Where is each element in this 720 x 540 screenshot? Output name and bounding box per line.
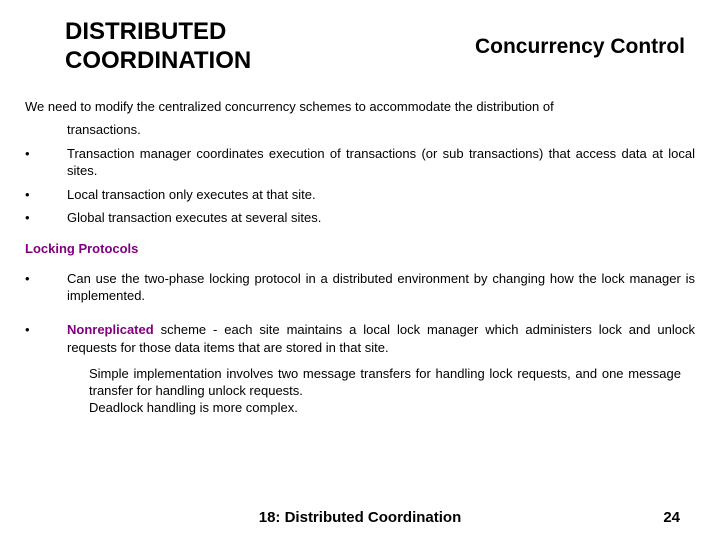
intro-text: We need to modify the centralized concur…	[25, 98, 695, 116]
bullet-item: • Local transaction only executes at tha…	[25, 186, 695, 204]
bullet-item: • Transaction manager coordinates execut…	[25, 145, 695, 180]
slide-header: DISTRIBUTED COORDINATION Concurrency Con…	[25, 18, 695, 76]
intro-line: We need to modify the centralized concur…	[25, 99, 554, 114]
bullet-mark: •	[25, 209, 67, 227]
bullet-text: Can use the two-phase locking protocol i…	[67, 270, 695, 305]
title-right: Concurrency Control	[475, 35, 685, 59]
bullet-mark: •	[25, 321, 67, 356]
bullet-mark: •	[25, 145, 67, 180]
footer-center: 18: Distributed Coordination	[259, 509, 462, 526]
sub-line2: Deadlock handling is more complex.	[89, 400, 681, 417]
section-heading: Locking Protocols	[25, 241, 695, 256]
bullet-mark: •	[25, 186, 67, 204]
bullet-text: Nonreplicated scheme - each site maintai…	[67, 321, 695, 356]
title-left: DISTRIBUTED COORDINATION	[65, 18, 251, 76]
bullet-text: Global transaction executes at several s…	[67, 209, 695, 227]
title-line2: COORDINATION	[65, 47, 251, 76]
bullet-rest: scheme - each site maintains a local loc…	[67, 322, 695, 355]
sub-line1: Simple implementation involves two messa…	[89, 366, 681, 400]
bullet-item: • Can use the two-phase locking protocol…	[25, 270, 695, 305]
bullet-mark: •	[25, 270, 67, 305]
intro-cont: transactions.	[25, 121, 695, 139]
bullet-text: Local transaction only executes at that …	[67, 186, 695, 204]
sub-block: Simple implementation involves two messa…	[89, 366, 681, 417]
bullet-item: • Global transaction executes at several…	[25, 209, 695, 227]
bold-lead: Nonreplicated	[67, 322, 154, 337]
bullet-item: • Nonreplicated scheme - each site maint…	[25, 321, 695, 356]
slide-footer: 18: Distributed Coordination 24	[0, 509, 720, 526]
bullet-text: Transaction manager coordinates executio…	[67, 145, 695, 180]
footer-page-number: 24	[663, 509, 680, 526]
title-line1: DISTRIBUTED	[65, 18, 251, 47]
